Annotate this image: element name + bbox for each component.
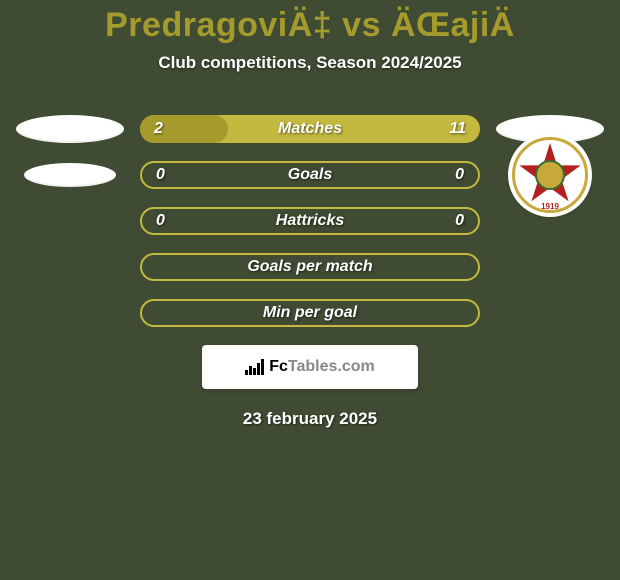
right-marker-slot: 1919	[480, 161, 620, 189]
stat-label: Goals per match	[247, 258, 372, 276]
stat-label: Matches	[278, 120, 342, 138]
date-text: 23 february 2025	[0, 409, 620, 429]
subtitle: Club competitions, Season 2024/2025	[0, 53, 620, 73]
title-vs: vs	[342, 6, 381, 44]
page-title: PredragoviÄ‡ vs ÄŒajiÄ	[0, 0, 620, 45]
stat-right-value: 0	[455, 212, 464, 230]
stat-left-value: 0	[156, 212, 165, 230]
stat-label: Hattricks	[276, 212, 344, 230]
stat-bar: Goals per match	[140, 253, 480, 281]
comparison-rows: 2 Matches 11 0 Goals 0 1919	[0, 115, 620, 327]
bar-chart-icon	[245, 359, 265, 375]
row-goals: 0 Goals 0 1919	[0, 161, 620, 189]
brand-suffix: Tables.com	[288, 358, 375, 375]
stat-right-value: 0	[455, 166, 464, 184]
stat-bar: Min per goal	[140, 299, 480, 327]
row-hattricks: 0 Hattricks 0	[0, 207, 620, 235]
stat-left-value: 0	[156, 166, 165, 184]
stat-bar: 0 Goals 0	[140, 161, 480, 189]
player-left-name: PredragoviÄ‡	[105, 6, 332, 44]
stat-label: Goals	[288, 166, 332, 184]
row-gpm: Goals per match	[0, 253, 620, 281]
player-right-name: ÄŒajiÄ	[391, 6, 515, 44]
brand-box: FcTables.com	[202, 345, 418, 389]
stat-bar: 0 Hattricks 0	[140, 207, 480, 235]
player-left-marker	[24, 163, 116, 187]
brand-prefix: Fc	[269, 358, 288, 375]
stat-right-value: 11	[449, 120, 466, 138]
row-mpg: Min per goal	[0, 299, 620, 327]
left-marker-slot	[0, 115, 140, 143]
player-left-marker	[16, 115, 124, 143]
stat-label: Min per goal	[263, 304, 357, 322]
stat-bar: 2 Matches 11	[140, 115, 480, 143]
brand-text: FcTables.com	[269, 358, 375, 376]
left-marker-slot	[0, 163, 140, 187]
stat-left-value: 2	[154, 120, 163, 138]
club-crest-icon: 1919	[508, 133, 592, 217]
